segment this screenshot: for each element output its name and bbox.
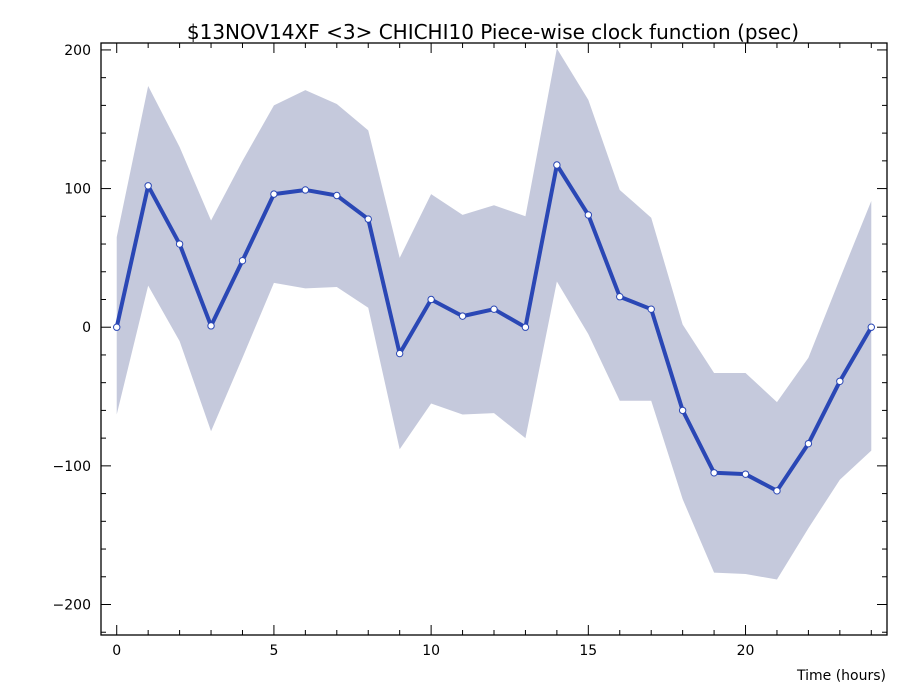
data-point <box>773 487 781 495</box>
data-point <box>741 470 750 478</box>
data-point <box>804 439 813 448</box>
data-point <box>301 186 310 194</box>
uncertainty-band <box>116 48 872 580</box>
x-tick-label: 0 <box>112 643 121 659</box>
data-point <box>113 323 121 331</box>
data-point <box>333 191 341 200</box>
data-point <box>490 305 498 313</box>
data-point <box>867 323 875 331</box>
data-point <box>584 211 593 219</box>
data-point <box>207 322 215 330</box>
y-tick-label: −100 <box>53 459 91 475</box>
data-point <box>521 323 530 331</box>
y-tick-label: −200 <box>53 597 91 613</box>
data-point <box>175 240 184 248</box>
data-point <box>647 305 655 313</box>
y-tick-label: 200 <box>64 43 91 59</box>
x-axis-label: Time (hours) <box>796 668 886 684</box>
data-point <box>270 190 278 198</box>
x-tick-label: 15 <box>579 643 597 659</box>
y-tick-label: 0 <box>82 320 91 336</box>
data-point <box>427 295 435 304</box>
x-tick-label: 10 <box>422 643 440 659</box>
data-point <box>395 349 404 358</box>
data-point <box>364 215 372 223</box>
data-point <box>710 469 718 477</box>
data-point <box>458 312 467 320</box>
data-point <box>238 256 247 265</box>
data-point <box>553 161 561 169</box>
data-point <box>144 182 152 190</box>
y-tick-label: 100 <box>64 182 91 198</box>
data-point <box>836 377 844 385</box>
chart-title: $13NOV14XF <3> CHICHI10 Piece-wise clock… <box>187 20 799 44</box>
x-tick-label: 20 <box>737 643 755 659</box>
x-tick-label: 5 <box>269 643 278 659</box>
data-point <box>678 406 687 415</box>
plot-area: 0 5 10 15 20 −200 −100 0 100 200 <box>53 42 888 659</box>
data-point <box>616 293 624 301</box>
